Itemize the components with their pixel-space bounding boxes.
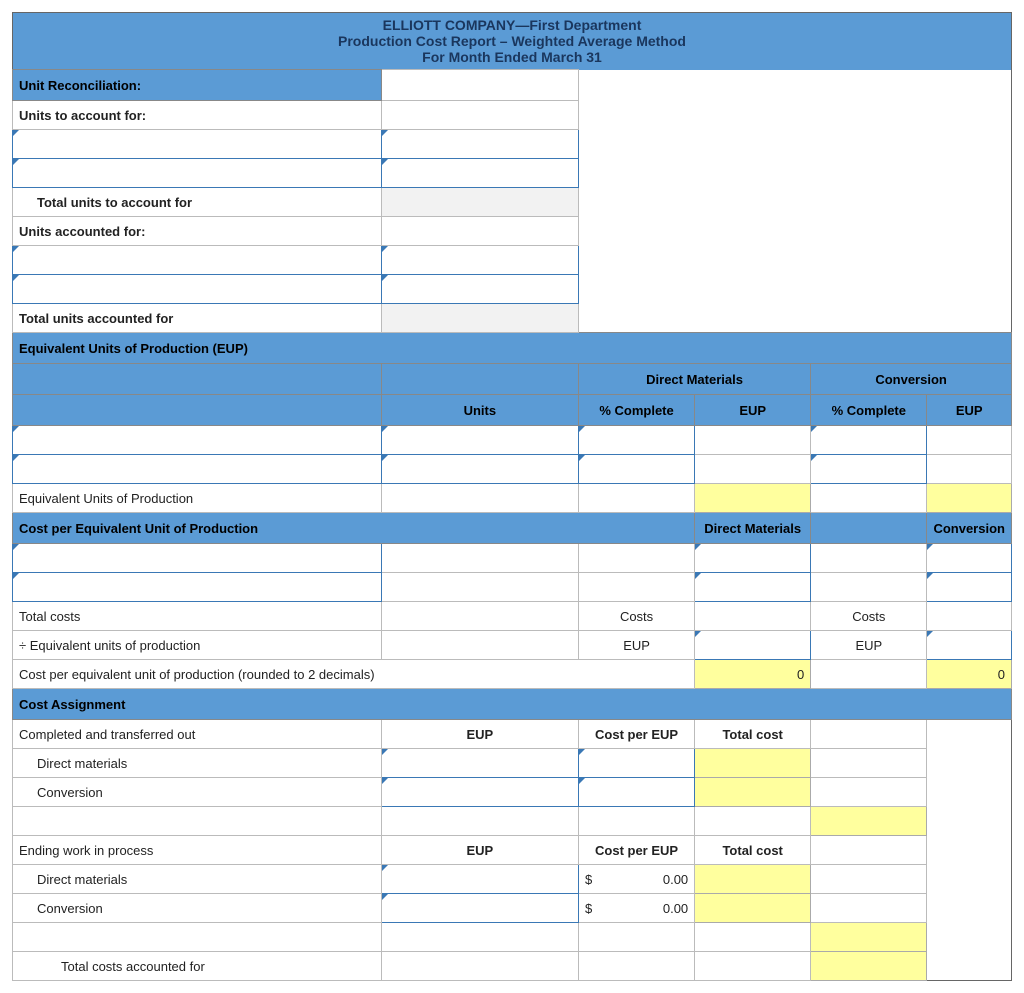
title-line-3: For Month Ended March 31 bbox=[17, 49, 1007, 67]
eup-units-1[interactable] bbox=[381, 426, 578, 455]
eup-col-dm-pct: % Complete bbox=[578, 395, 694, 426]
unit-out-row-2 bbox=[13, 275, 1012, 304]
cto-dm-total bbox=[695, 749, 811, 778]
unit-in-desc-1[interactable] bbox=[13, 130, 382, 159]
ewip-col-total: Total cost bbox=[695, 836, 811, 865]
cpeup-dm-1[interactable] bbox=[695, 544, 811, 573]
cto-conv-total bbox=[695, 778, 811, 807]
unit-in-row-2 bbox=[13, 159, 1012, 188]
eup-row-1 bbox=[13, 426, 1012, 455]
cpeup-conv-result: 0 bbox=[927, 660, 1012, 689]
cpeup-conv-1[interactable] bbox=[927, 544, 1012, 573]
unit-recon-header: Unit Reconciliation: bbox=[13, 70, 382, 101]
cpeup-dm-label: Direct Materials bbox=[695, 513, 811, 544]
eup-conv-pct-1[interactable] bbox=[811, 426, 927, 455]
total-units-to-account-label: Total units to account for bbox=[13, 188, 382, 217]
eup-conv-total bbox=[927, 484, 1012, 513]
unit-in-row-1 bbox=[13, 130, 1012, 159]
cpeup-row-2 bbox=[13, 573, 1012, 602]
ewip-dm-cost: 0.00 bbox=[663, 872, 688, 887]
unit-in-val-1[interactable] bbox=[381, 130, 578, 159]
eup-conv-group: Conversion bbox=[811, 364, 1012, 395]
cpeup-conv-label: Conversion bbox=[927, 513, 1012, 544]
ewip-col-eup: EUP bbox=[381, 836, 578, 865]
ewip-dm-label: Direct materials bbox=[13, 865, 382, 894]
ewip-label: Ending work in process bbox=[13, 836, 382, 865]
cto-conv-eup[interactable] bbox=[381, 778, 578, 807]
cto-dm-label: Direct materials bbox=[13, 749, 382, 778]
eup-units-2[interactable] bbox=[381, 455, 578, 484]
unit-in-desc-2[interactable] bbox=[13, 159, 382, 188]
ewip-col-cpeup: Cost per EUP bbox=[578, 836, 694, 865]
units-accounted-for-label: Units accounted for: bbox=[13, 217, 382, 246]
unit-out-desc-1[interactable] bbox=[13, 246, 382, 275]
cto-col-total: Total cost bbox=[695, 720, 811, 749]
eup-col-units: Units bbox=[381, 395, 578, 426]
cto-conv-cpeup[interactable] bbox=[578, 778, 694, 807]
cpeup-row-1 bbox=[13, 544, 1012, 573]
eup-col-dm-eup: EUP bbox=[695, 395, 811, 426]
ewip-conv-cost-cell: $0.00 bbox=[578, 894, 694, 923]
cto-col-eup: EUP bbox=[381, 720, 578, 749]
eup-dm-group: Direct Materials bbox=[578, 364, 810, 395]
eup-row-2 bbox=[13, 455, 1012, 484]
cpeup-result-label: Cost per equivalent unit of production (… bbox=[13, 660, 695, 689]
eup-dm-pct-2[interactable] bbox=[578, 455, 694, 484]
unit-in-val-2[interactable] bbox=[381, 159, 578, 188]
ewip-conv-eup[interactable] bbox=[381, 894, 578, 923]
cpeup-total-costs-label: Total costs bbox=[13, 602, 382, 631]
cpeup-eup-word-conv: EUP bbox=[811, 631, 927, 660]
unit-out-val-2[interactable] bbox=[381, 275, 578, 304]
total-costs-accounted-label: Total costs accounted for bbox=[13, 952, 382, 981]
cpeup-eup-dm[interactable] bbox=[695, 631, 811, 660]
eup-total-label: Equivalent Units of Production bbox=[13, 484, 382, 513]
units-to-account-label: Units to account for: bbox=[13, 101, 382, 130]
cpeup-desc-2[interactable] bbox=[13, 573, 382, 602]
ewip-dm-cost-cell: $0.00 bbox=[578, 865, 694, 894]
dollar-sign: $ bbox=[585, 872, 592, 887]
ewip-subtotal bbox=[811, 923, 927, 952]
cpeup-eup-word-dm: EUP bbox=[578, 631, 694, 660]
ewip-conv-total bbox=[695, 894, 811, 923]
cpeup-costs-word-dm: Costs bbox=[578, 602, 694, 631]
eup-dm-pct-1[interactable] bbox=[578, 426, 694, 455]
title-line-1: ELLIOTT COMPANY—First Department bbox=[17, 17, 1007, 33]
cpeup-eup-conv[interactable] bbox=[927, 631, 1012, 660]
eup-desc-2[interactable] bbox=[13, 455, 382, 484]
eup-header: Equivalent Units of Production (EUP) bbox=[13, 333, 1012, 364]
total-units-accounted-label: Total units accounted for bbox=[13, 304, 382, 333]
cto-subtotal bbox=[811, 807, 927, 836]
cpeup-divide-label: ÷ Equivalent units of production bbox=[13, 631, 382, 660]
dollar-sign-2: $ bbox=[585, 901, 592, 916]
production-cost-report: ELLIOTT COMPANY—First Department Product… bbox=[12, 12, 1012, 981]
cpeup-header: Cost per Equivalent Unit of Production bbox=[13, 513, 695, 544]
unit-out-val-1[interactable] bbox=[381, 246, 578, 275]
cto-col-cpeup: Cost per EUP bbox=[578, 720, 694, 749]
unit-out-row-1 bbox=[13, 246, 1012, 275]
ewip-conv-cost: 0.00 bbox=[663, 901, 688, 916]
cpeup-desc-1[interactable] bbox=[13, 544, 382, 573]
cpeup-dm-result: 0 bbox=[695, 660, 811, 689]
cto-dm-eup[interactable] bbox=[381, 749, 578, 778]
eup-desc-1[interactable] bbox=[13, 426, 382, 455]
grand-total bbox=[811, 952, 927, 981]
cto-label: Completed and transferred out bbox=[13, 720, 382, 749]
unit-out-desc-2[interactable] bbox=[13, 275, 382, 304]
eup-col-conv-eup: EUP bbox=[927, 395, 1012, 426]
ewip-dm-total bbox=[695, 865, 811, 894]
cost-assign-header: Cost Assignment bbox=[13, 689, 1012, 720]
title-row: ELLIOTT COMPANY—First Department Product… bbox=[13, 13, 1012, 70]
eup-dm-total bbox=[695, 484, 811, 513]
cto-dm-cpeup[interactable] bbox=[578, 749, 694, 778]
ewip-conv-label: Conversion bbox=[13, 894, 382, 923]
cpeup-dm-2[interactable] bbox=[695, 573, 811, 602]
cto-conv-label: Conversion bbox=[13, 778, 382, 807]
eup-conv-pct-2[interactable] bbox=[811, 455, 927, 484]
ewip-dm-eup[interactable] bbox=[381, 865, 578, 894]
cpeup-conv-2[interactable] bbox=[927, 573, 1012, 602]
title-line-2: Production Cost Report – Weighted Averag… bbox=[17, 33, 1007, 49]
eup-col-conv-pct: % Complete bbox=[811, 395, 927, 426]
cpeup-costs-word-conv: Costs bbox=[811, 602, 927, 631]
